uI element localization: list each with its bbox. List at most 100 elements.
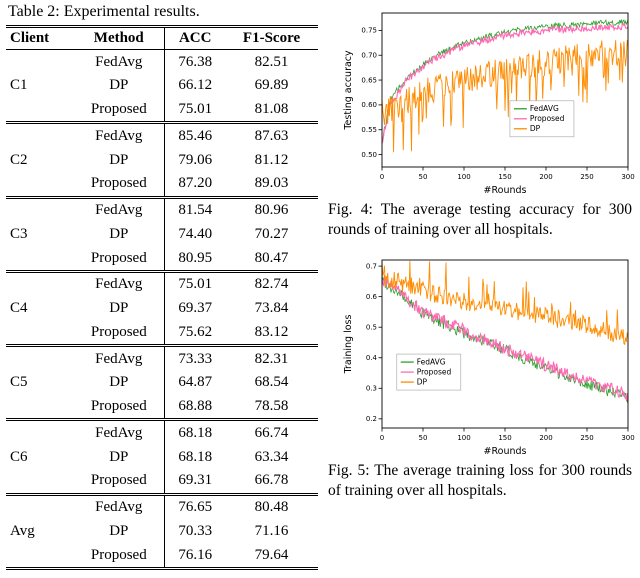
table-row: Proposed 68.88 78.58 [6, 394, 318, 422]
method-cell: DP [109, 151, 129, 168]
method-cell: DP [109, 374, 129, 391]
legend-label: Proposed [417, 367, 452, 376]
y-tick-label: 0.50 [361, 151, 377, 159]
table-row: Proposed 87.20 89.03 [6, 171, 318, 199]
y-axis-label: Testing accuracy [343, 50, 354, 131]
table-row: C4 FedAvg 75.01 82.74 [6, 271, 318, 348]
acc-cell: 80.95 [164, 246, 226, 273]
table-row: C6 FedAvg 68.18 66.74 [6, 419, 318, 496]
f1-cell: 66.78 [225, 468, 318, 496]
y-tick-label: 0.70 [361, 52, 377, 60]
f1-cell: 82.31 [254, 350, 289, 367]
axes-frame [381, 12, 629, 168]
client-cell: C3 [6, 197, 74, 273]
y-tick-label: 0.2 [366, 415, 377, 423]
method-cell: Proposed [73, 246, 165, 273]
results-table-body: C1 FedAvg 76.38 82.51 DP 66.12 69.89 Proposed 75… [6, 49, 318, 570]
f1-cell: 83.12 [225, 320, 318, 348]
acc-cell: 69.37 [164, 296, 226, 321]
acc-cell: 68.88 [164, 394, 226, 422]
method-cell: FedAvg [95, 350, 143, 367]
method-cell: FedAvg [95, 499, 143, 515]
x-tick-label: 50 [419, 434, 428, 442]
f1-cell: 81.12 [254, 151, 289, 168]
x-axis-label: #Rounds [484, 185, 527, 196]
x-tick-label: 300 [621, 173, 634, 181]
acc-cell: 81.54 [164, 197, 226, 223]
table-caption: Table 2: Experimental results. [8, 3, 200, 20]
table-row: DP 68.18 63.34 [6, 445, 318, 469]
f1-cell: 71.16 [254, 522, 289, 539]
x-tick-label: 100 [457, 173, 470, 181]
method-cell: Proposed [73, 394, 165, 422]
table-row: DP 79.06 81.12 [6, 148, 318, 172]
results-table: Client Method ACC F1-Score C1 FedAvg 76.38… [6, 25, 318, 570]
table-row: DP 74.40 70.27 [6, 222, 318, 246]
table-row: Proposed 75.01 81.08 [6, 97, 318, 125]
x-tick-label: 50 [419, 173, 428, 181]
f1-cell: 63.34 [254, 448, 289, 465]
acc-cell: 70.33 [164, 519, 226, 543]
header-f1: F1-Score [225, 26, 318, 50]
client-cell: C5 [6, 345, 74, 422]
acc-cell: 75.62 [164, 320, 226, 348]
x-tick-label: 0 [380, 434, 384, 442]
plot-area [382, 259, 628, 428]
x-tick-label: 0 [380, 173, 384, 181]
results-table-header: Client Method ACC F1-Score [6, 26, 318, 50]
f1-cell: 69.89 [254, 77, 289, 94]
method-cell: DP [109, 77, 129, 94]
acc-cell: 85.46 [164, 122, 226, 148]
x-axis-label: #Rounds [484, 446, 527, 457]
table-row: C2 FedAvg 85.46 87.63 [6, 122, 318, 199]
training-loss-chart: 0 50 100 150 200 250 300 0.2 0.3 0.4 0.5 0.6 0.7 #Rou… [342, 252, 636, 457]
table-row: C1 FedAvg 76.38 82.51 [6, 49, 318, 125]
f1-cell: 66.74 [254, 424, 289, 441]
acc-cell: 68.18 [164, 419, 226, 445]
f1-cell: 79.64 [225, 543, 318, 570]
table-row: Proposed 76.16 79.64 [6, 543, 318, 570]
header-method: Method [73, 26, 165, 50]
figures-column: 0 50 100 150 200 250 300 0.50 0.55 0.60 0.65 0.70 0.… [324, 0, 640, 578]
legend-label: DP [530, 124, 541, 133]
client-cell: C6 [6, 419, 74, 496]
f1-cell: 80.48 [254, 499, 289, 515]
legend-label: Proposed [530, 114, 565, 123]
f1-cell: 80.47 [225, 246, 318, 273]
client-cell: C4 [6, 271, 74, 348]
client-cell: C2 [6, 122, 74, 199]
method-cell: DP [109, 225, 129, 242]
method-cell: FedAvg [95, 202, 143, 218]
client-cell: Avg [6, 494, 74, 570]
method-cell: FedAvg [95, 424, 143, 441]
x-tick-label: 100 [457, 434, 470, 442]
acc-cell: 66.12 [164, 73, 226, 98]
series-line-Proposed [381, 274, 629, 402]
acc-cell: 87.20 [164, 171, 226, 199]
acc-cell: 76.16 [164, 543, 226, 570]
testing-accuracy-chart: 0 50 100 150 200 250 300 0.50 0.55 0.60 0.65 0.70 0.… [342, 6, 636, 196]
f1-cell: 73.84 [254, 300, 289, 316]
method-cell: Proposed [73, 320, 165, 348]
legend-label: FedAVG [417, 357, 446, 366]
table-row: C3 FedAvg 81.54 80.96 [6, 197, 318, 273]
f1-cell: 80.96 [254, 202, 289, 218]
f1-cell: 78.58 [225, 394, 318, 422]
y-tick-label: 0.5 [366, 323, 377, 331]
series-line-DP [381, 260, 629, 346]
table-row: Avg FedAvg 76.65 80.48 [6, 494, 318, 570]
y-tick-label: 0.65 [361, 76, 377, 84]
acc-cell: 74.40 [164, 222, 226, 246]
acc-cell: 73.33 [164, 345, 226, 371]
x-tick-label: 200 [539, 173, 552, 181]
method-cell: Proposed [73, 543, 165, 570]
x-tick-label: 250 [580, 173, 593, 181]
method-cell: DP [109, 522, 129, 539]
figure-5-caption: Fig. 5: The average training loss for 30… [328, 461, 632, 500]
table-column: Table 2: Experimental results. Client Me… [6, 3, 318, 570]
table-row: Proposed 75.62 83.12 [6, 320, 318, 348]
y-tick-label: 0.6 [366, 293, 378, 301]
legend-label: FedAVG [530, 104, 559, 113]
acc-cell: 64.87 [164, 370, 226, 395]
